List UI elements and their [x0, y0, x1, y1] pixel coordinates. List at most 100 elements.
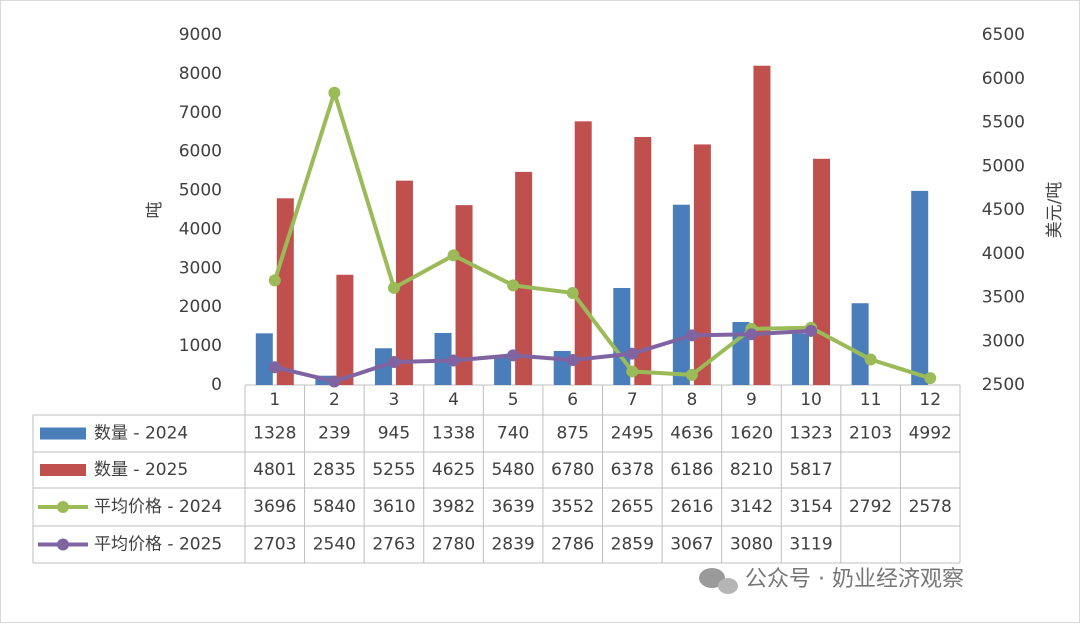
- table-value: 3610: [372, 497, 415, 517]
- legend-key: [57, 501, 69, 513]
- table-value: 6780: [551, 460, 594, 480]
- y-axis-label: 吨: [145, 202, 165, 219]
- table-value: 3142: [730, 497, 773, 517]
- y-tick-label: 8000: [179, 64, 222, 84]
- x-tick-label: 5: [508, 390, 519, 410]
- x-tick-label: 7: [627, 390, 638, 410]
- watermark-icon: [718, 578, 738, 594]
- table-value: 4801: [253, 460, 296, 480]
- watermark-icon: [699, 568, 725, 588]
- point: [626, 347, 639, 360]
- table-value: 1620: [730, 424, 773, 444]
- point: [685, 329, 698, 342]
- y-tick-label: 6000: [179, 142, 222, 162]
- table-value: 5255: [372, 460, 415, 480]
- table-value: 2839: [491, 535, 534, 555]
- x-tick-label: 6: [567, 390, 578, 410]
- table-value: 2763: [372, 535, 415, 555]
- point: [924, 372, 937, 385]
- point: [328, 375, 341, 388]
- watermark: 公众号 · 奶业经济观察: [699, 567, 964, 594]
- table-value: 2835: [313, 460, 356, 480]
- point: [328, 86, 341, 99]
- y-tick-label: 7000: [179, 103, 222, 123]
- y2-tick-label: 5000: [982, 156, 1025, 176]
- x-tick-label: 12: [919, 390, 941, 410]
- x-tick-label: 9: [746, 390, 757, 410]
- y-tick-label: 5000: [179, 181, 222, 201]
- x-tick-label: 1: [269, 390, 280, 410]
- table-value: 2792: [849, 497, 892, 517]
- table-value: 6186: [670, 460, 713, 480]
- table-value: 2540: [313, 535, 356, 555]
- bar: [634, 136, 652, 385]
- table-value: 5840: [313, 497, 356, 517]
- table-value: 3119: [789, 535, 832, 555]
- table-value: 1338: [432, 424, 475, 444]
- table-value: 3696: [253, 497, 296, 517]
- table-value: 6378: [611, 460, 654, 480]
- table-value: 2703: [253, 535, 296, 555]
- legend-key: [40, 427, 86, 440]
- table-value: 4636: [670, 424, 713, 444]
- bar: [255, 333, 273, 385]
- bar: [851, 303, 869, 385]
- y2-tick-label: 4500: [982, 200, 1025, 220]
- table-value: 239: [318, 424, 350, 444]
- x-tick-label: 2: [329, 390, 340, 410]
- table-value: 5817: [789, 460, 832, 480]
- y-tick-label: 2000: [179, 297, 222, 317]
- table-value: 2655: [611, 497, 654, 517]
- table-value: 945: [378, 424, 410, 444]
- y-tick-label: 3000: [179, 258, 222, 278]
- y-tick-label: 4000: [179, 219, 222, 239]
- legend-label: 平均价格 - 2025: [94, 535, 222, 555]
- legend-label: 数量 - 2024: [94, 424, 188, 444]
- point: [268, 274, 281, 287]
- table-value: 4625: [432, 460, 475, 480]
- bar: [336, 274, 354, 385]
- bar: [792, 333, 810, 385]
- bar: [693, 144, 711, 385]
- point: [268, 361, 281, 374]
- legend-key: [40, 464, 86, 476]
- table-value: 2103: [849, 424, 892, 444]
- point: [864, 353, 877, 366]
- point: [447, 249, 460, 262]
- line: [272, 90, 931, 381]
- point: [566, 353, 579, 366]
- table-value: 3154: [789, 497, 832, 517]
- point: [566, 286, 579, 299]
- table-value: 740: [497, 424, 529, 444]
- point: [805, 324, 818, 337]
- y2-tick-label: 5500: [982, 113, 1025, 133]
- legend-key: [57, 538, 69, 551]
- bar: [276, 198, 294, 385]
- table-value: 1328: [253, 424, 296, 444]
- point: [387, 355, 400, 368]
- table-value: 3639: [491, 497, 534, 517]
- table-value: 3982: [432, 497, 475, 517]
- y2-tick-label: 2500: [982, 375, 1025, 395]
- x-tick-label: 11: [860, 390, 882, 410]
- point: [745, 328, 758, 341]
- table-value: 3067: [670, 535, 713, 555]
- point: [626, 365, 639, 378]
- table-value: 5480: [491, 460, 534, 480]
- point: [507, 279, 520, 292]
- y2-tick-label: 6500: [982, 25, 1025, 45]
- table-value: 8210: [730, 460, 773, 480]
- table-value: 2859: [611, 535, 654, 555]
- bar: [455, 205, 473, 385]
- y2-tick-label: 6000: [982, 69, 1025, 89]
- table-value: 3552: [551, 497, 594, 517]
- table-value: 2780: [432, 535, 475, 555]
- point: [507, 349, 520, 362]
- table-value: 2495: [611, 424, 654, 444]
- watermark-text: 公众号 · 奶业经济观察: [745, 567, 964, 592]
- bar: [494, 356, 512, 385]
- bar: [813, 158, 831, 385]
- y-tick-label: 9000: [179, 25, 222, 45]
